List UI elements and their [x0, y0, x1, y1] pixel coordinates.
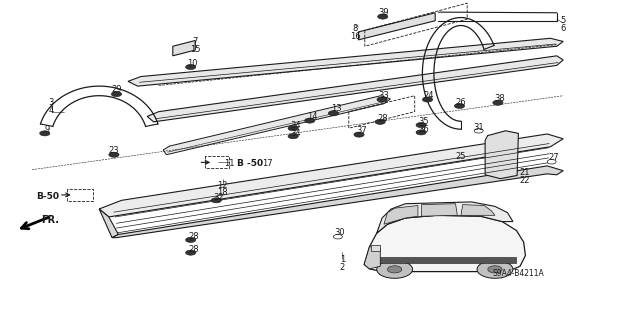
Text: 27: 27: [548, 153, 559, 162]
Circle shape: [474, 129, 483, 133]
Text: 7: 7: [193, 37, 198, 46]
Text: 17: 17: [262, 159, 273, 168]
Circle shape: [333, 234, 342, 239]
Polygon shape: [377, 260, 413, 278]
Polygon shape: [371, 257, 516, 263]
Text: 28: 28: [188, 232, 198, 241]
Text: 21: 21: [520, 168, 530, 177]
Circle shape: [422, 97, 433, 102]
Circle shape: [493, 100, 503, 105]
Circle shape: [375, 119, 385, 124]
Text: 9: 9: [44, 125, 49, 134]
Text: 5: 5: [561, 16, 566, 25]
Text: 34: 34: [291, 121, 301, 130]
Polygon shape: [99, 134, 563, 217]
Circle shape: [377, 97, 387, 102]
Polygon shape: [364, 215, 525, 271]
Text: 31: 31: [474, 123, 484, 132]
Circle shape: [288, 134, 298, 139]
Polygon shape: [422, 204, 458, 216]
Text: 24: 24: [424, 91, 434, 100]
Circle shape: [186, 237, 196, 242]
Polygon shape: [364, 247, 380, 269]
Text: 16: 16: [350, 32, 360, 41]
Text: 14: 14: [307, 112, 317, 121]
Text: 3: 3: [49, 98, 54, 107]
Text: 32: 32: [214, 193, 224, 202]
Circle shape: [111, 92, 122, 97]
Text: 2: 2: [340, 263, 345, 272]
Text: 8: 8: [353, 24, 358, 33]
Circle shape: [40, 131, 50, 136]
Text: 34: 34: [291, 129, 301, 137]
Circle shape: [288, 126, 298, 131]
Text: 29: 29: [111, 85, 122, 94]
Text: 36: 36: [419, 125, 429, 134]
Text: 26: 26: [456, 98, 466, 107]
Text: 12: 12: [218, 181, 228, 189]
Polygon shape: [112, 166, 563, 238]
Circle shape: [109, 152, 119, 157]
Polygon shape: [384, 205, 418, 224]
Text: S9A4-B4211A: S9A4-B4211A: [493, 269, 544, 278]
Circle shape: [328, 111, 339, 116]
Polygon shape: [485, 131, 518, 179]
Circle shape: [354, 132, 364, 137]
Text: 25: 25: [456, 152, 466, 161]
Text: 28: 28: [188, 245, 198, 254]
Text: 28: 28: [378, 114, 388, 122]
Polygon shape: [461, 204, 495, 215]
Text: 10: 10: [187, 59, 197, 68]
Text: B-50: B-50: [36, 192, 60, 201]
Polygon shape: [387, 266, 402, 273]
Polygon shape: [377, 202, 513, 233]
Polygon shape: [488, 266, 502, 273]
Circle shape: [547, 160, 556, 164]
Text: 37: 37: [356, 126, 367, 135]
Text: 22: 22: [520, 176, 530, 185]
Circle shape: [305, 118, 315, 123]
Text: 38: 38: [494, 94, 504, 103]
Polygon shape: [358, 13, 435, 40]
Circle shape: [454, 103, 465, 108]
Circle shape: [416, 130, 426, 135]
Polygon shape: [99, 209, 118, 238]
Text: 15: 15: [190, 45, 200, 54]
Text: B -50: B -50: [237, 159, 262, 168]
Text: 18: 18: [218, 189, 228, 197]
Polygon shape: [173, 41, 195, 56]
Polygon shape: [477, 260, 513, 278]
Text: 1: 1: [340, 256, 345, 264]
Text: 30: 30: [334, 228, 344, 237]
Circle shape: [186, 64, 196, 70]
Polygon shape: [163, 96, 390, 155]
Polygon shape: [371, 245, 380, 251]
Polygon shape: [128, 38, 563, 86]
Text: 23: 23: [109, 146, 119, 155]
Polygon shape: [147, 56, 563, 122]
Text: 35: 35: [419, 117, 429, 126]
Text: FR.: FR.: [42, 215, 60, 225]
Circle shape: [416, 122, 426, 128]
Circle shape: [378, 14, 388, 19]
Circle shape: [211, 198, 221, 203]
Text: 13: 13: [331, 104, 341, 113]
Text: 4: 4: [49, 106, 54, 115]
Text: 33: 33: [379, 91, 389, 100]
Circle shape: [186, 250, 196, 255]
Text: 6: 6: [561, 24, 566, 33]
Text: 39: 39: [379, 8, 389, 17]
Text: 11: 11: [224, 159, 234, 168]
